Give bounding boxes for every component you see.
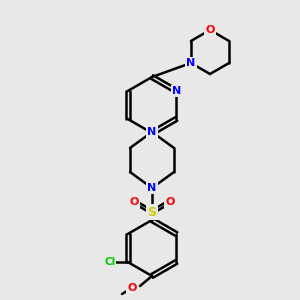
Text: N: N <box>147 128 157 138</box>
Text: Cl: Cl <box>104 257 116 267</box>
Text: O: O <box>205 25 215 35</box>
Text: S: S <box>148 206 157 218</box>
Text: N: N <box>147 127 157 137</box>
Text: N: N <box>186 58 196 68</box>
Text: O: O <box>165 197 175 207</box>
Text: O: O <box>127 283 137 293</box>
Text: N: N <box>172 86 181 96</box>
Text: O: O <box>129 197 139 207</box>
Text: N: N <box>147 183 157 193</box>
